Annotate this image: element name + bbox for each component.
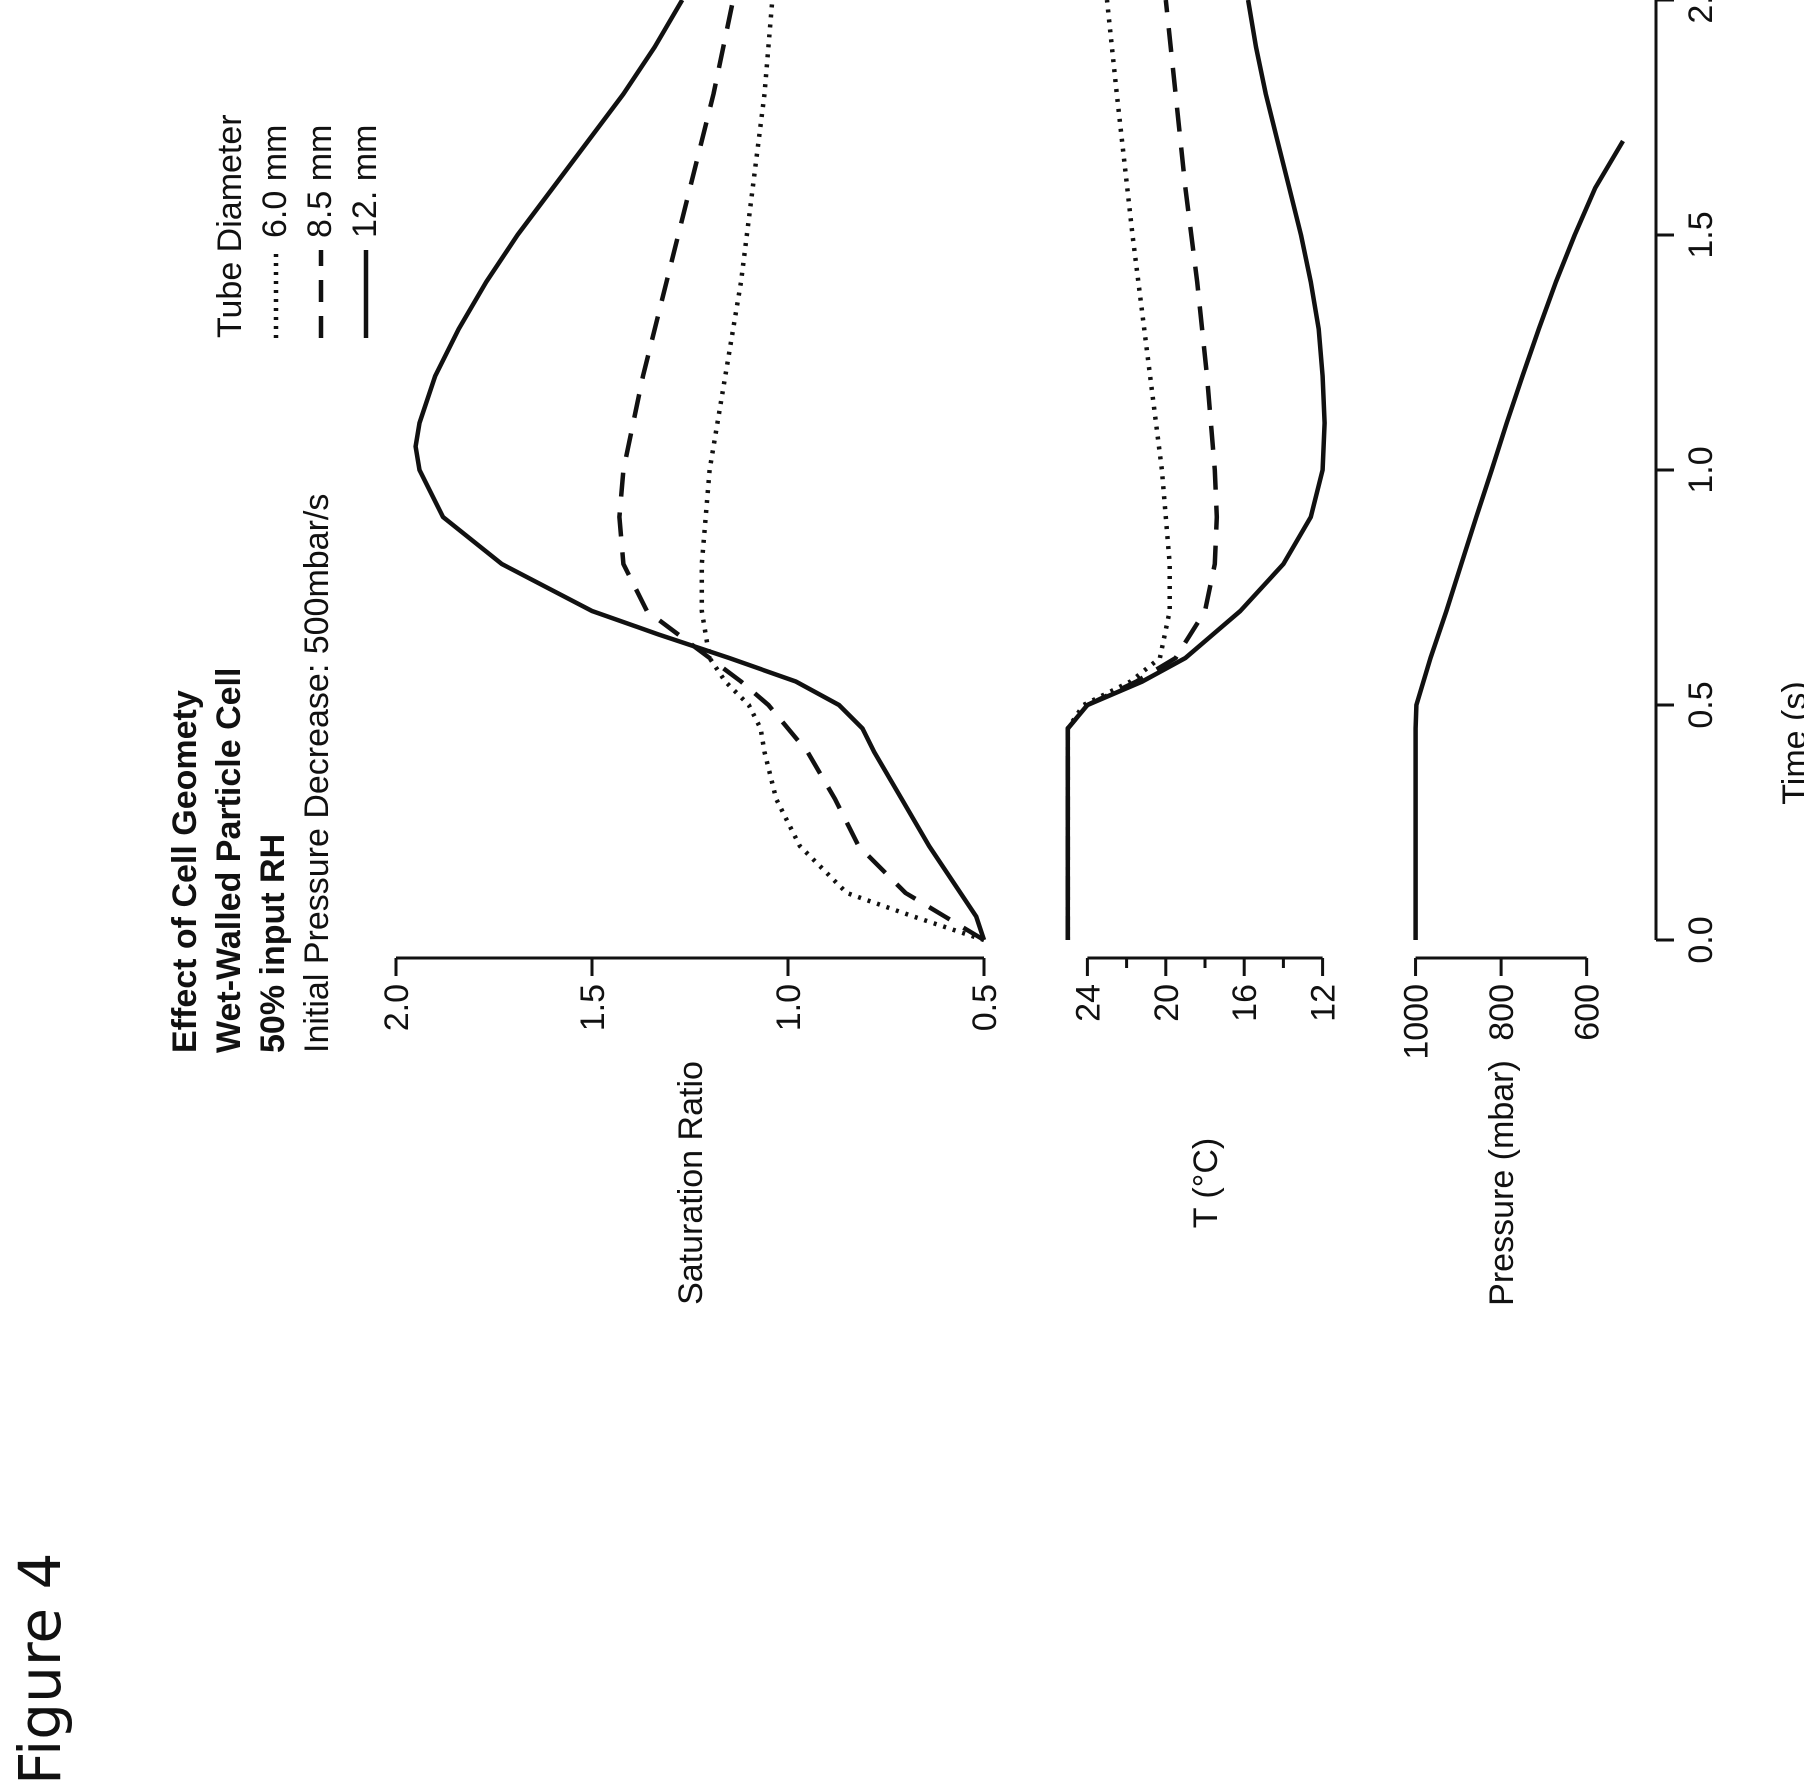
legend: Tube Diameter 6.0 mm 8.5 mm 12. mm bbox=[211, 114, 384, 338]
temperature-y-tick-label: 16 bbox=[1226, 984, 1264, 1022]
pressure-y-axis-label: Pressure (mbar) bbox=[1483, 1060, 1521, 1306]
temperature-series-dotted bbox=[1065, 0, 1172, 940]
temperature-y-axis-label: T (°C) bbox=[1187, 1138, 1225, 1228]
saturation-ratio-y-tick-label: 2.0 bbox=[378, 984, 416, 1031]
legend-item-3: 12. mm bbox=[346, 125, 384, 238]
rotated-plot: Effect of Cell Geomety Wet-Walled Partic… bbox=[166, 0, 1804, 1306]
panel-pressure: 600 800 1000 Pressure (mbar) bbox=[1398, 139, 1625, 1306]
figure-label: Figure 4 bbox=[6, 1553, 74, 1783]
title-line-1: Effect of Cell Geomety bbox=[166, 690, 204, 1053]
saturation-ratio-y-tick-label: 1.5 bbox=[574, 984, 612, 1031]
saturation-ratio-y-tick-label: 0.5 bbox=[966, 984, 1004, 1031]
x-tick-label: 1.0 bbox=[1682, 446, 1720, 493]
pressure-y-tick-label: 600 bbox=[1569, 984, 1607, 1041]
pressure-y-tick-label: 1000 bbox=[1398, 984, 1436, 1060]
x-axis-label: Time (s) bbox=[1776, 681, 1804, 804]
legend-item-1: 6.0 mm bbox=[256, 125, 294, 238]
x-tick-label: 0.5 bbox=[1682, 681, 1720, 728]
title-line-2: Wet-Walled Particle Cell bbox=[210, 668, 248, 1053]
legend-item-2: 8.5 mm bbox=[301, 125, 339, 238]
pressure-y-tick-label: 800 bbox=[1483, 984, 1521, 1041]
saturation-ratio-series-dashed bbox=[617, 0, 986, 942]
x-tick-label: 1.5 bbox=[1682, 211, 1720, 258]
temperature-series-solid bbox=[1065, 0, 1327, 940]
temperature-y-tick-label: 20 bbox=[1148, 984, 1186, 1022]
title-block: Effect of Cell Geomety Wet-Walled Partic… bbox=[166, 494, 336, 1053]
pressure-series-solid bbox=[1413, 139, 1625, 940]
x-axis: 0.0 0.5 1.0 1.5 2.0 bbox=[1654, 0, 1720, 964]
temperature-y-tick-label: 12 bbox=[1305, 984, 1343, 1022]
saturation-ratio-series-solid bbox=[413, 0, 987, 941]
x-tick-label: 2.0 bbox=[1682, 0, 1720, 24]
saturation-ratio-y-tick-label: 1.0 bbox=[770, 984, 808, 1031]
x-tick-label: 0.0 bbox=[1682, 916, 1720, 963]
title-line-4: Initial Pressure Decrease: 500mbar/s bbox=[298, 494, 336, 1053]
panel-temperature: 12 16 20 24 T (°C) bbox=[1065, 0, 1343, 1228]
legend-title: Tube Diameter bbox=[211, 114, 249, 338]
temperature-series-dashed bbox=[1065, 0, 1220, 940]
saturation-ratio-y-axis-label: Saturation Ratio bbox=[672, 1061, 710, 1305]
saturation-ratio-series-dotted bbox=[699, 0, 985, 943]
temperature-y-tick-label: 24 bbox=[1069, 984, 1107, 1022]
panel-saturation-ratio: 0.5 1.0 1.5 2.0 Saturation Ratio bbox=[378, 0, 1004, 1305]
title-line-3: 50% input RH bbox=[254, 834, 292, 1053]
